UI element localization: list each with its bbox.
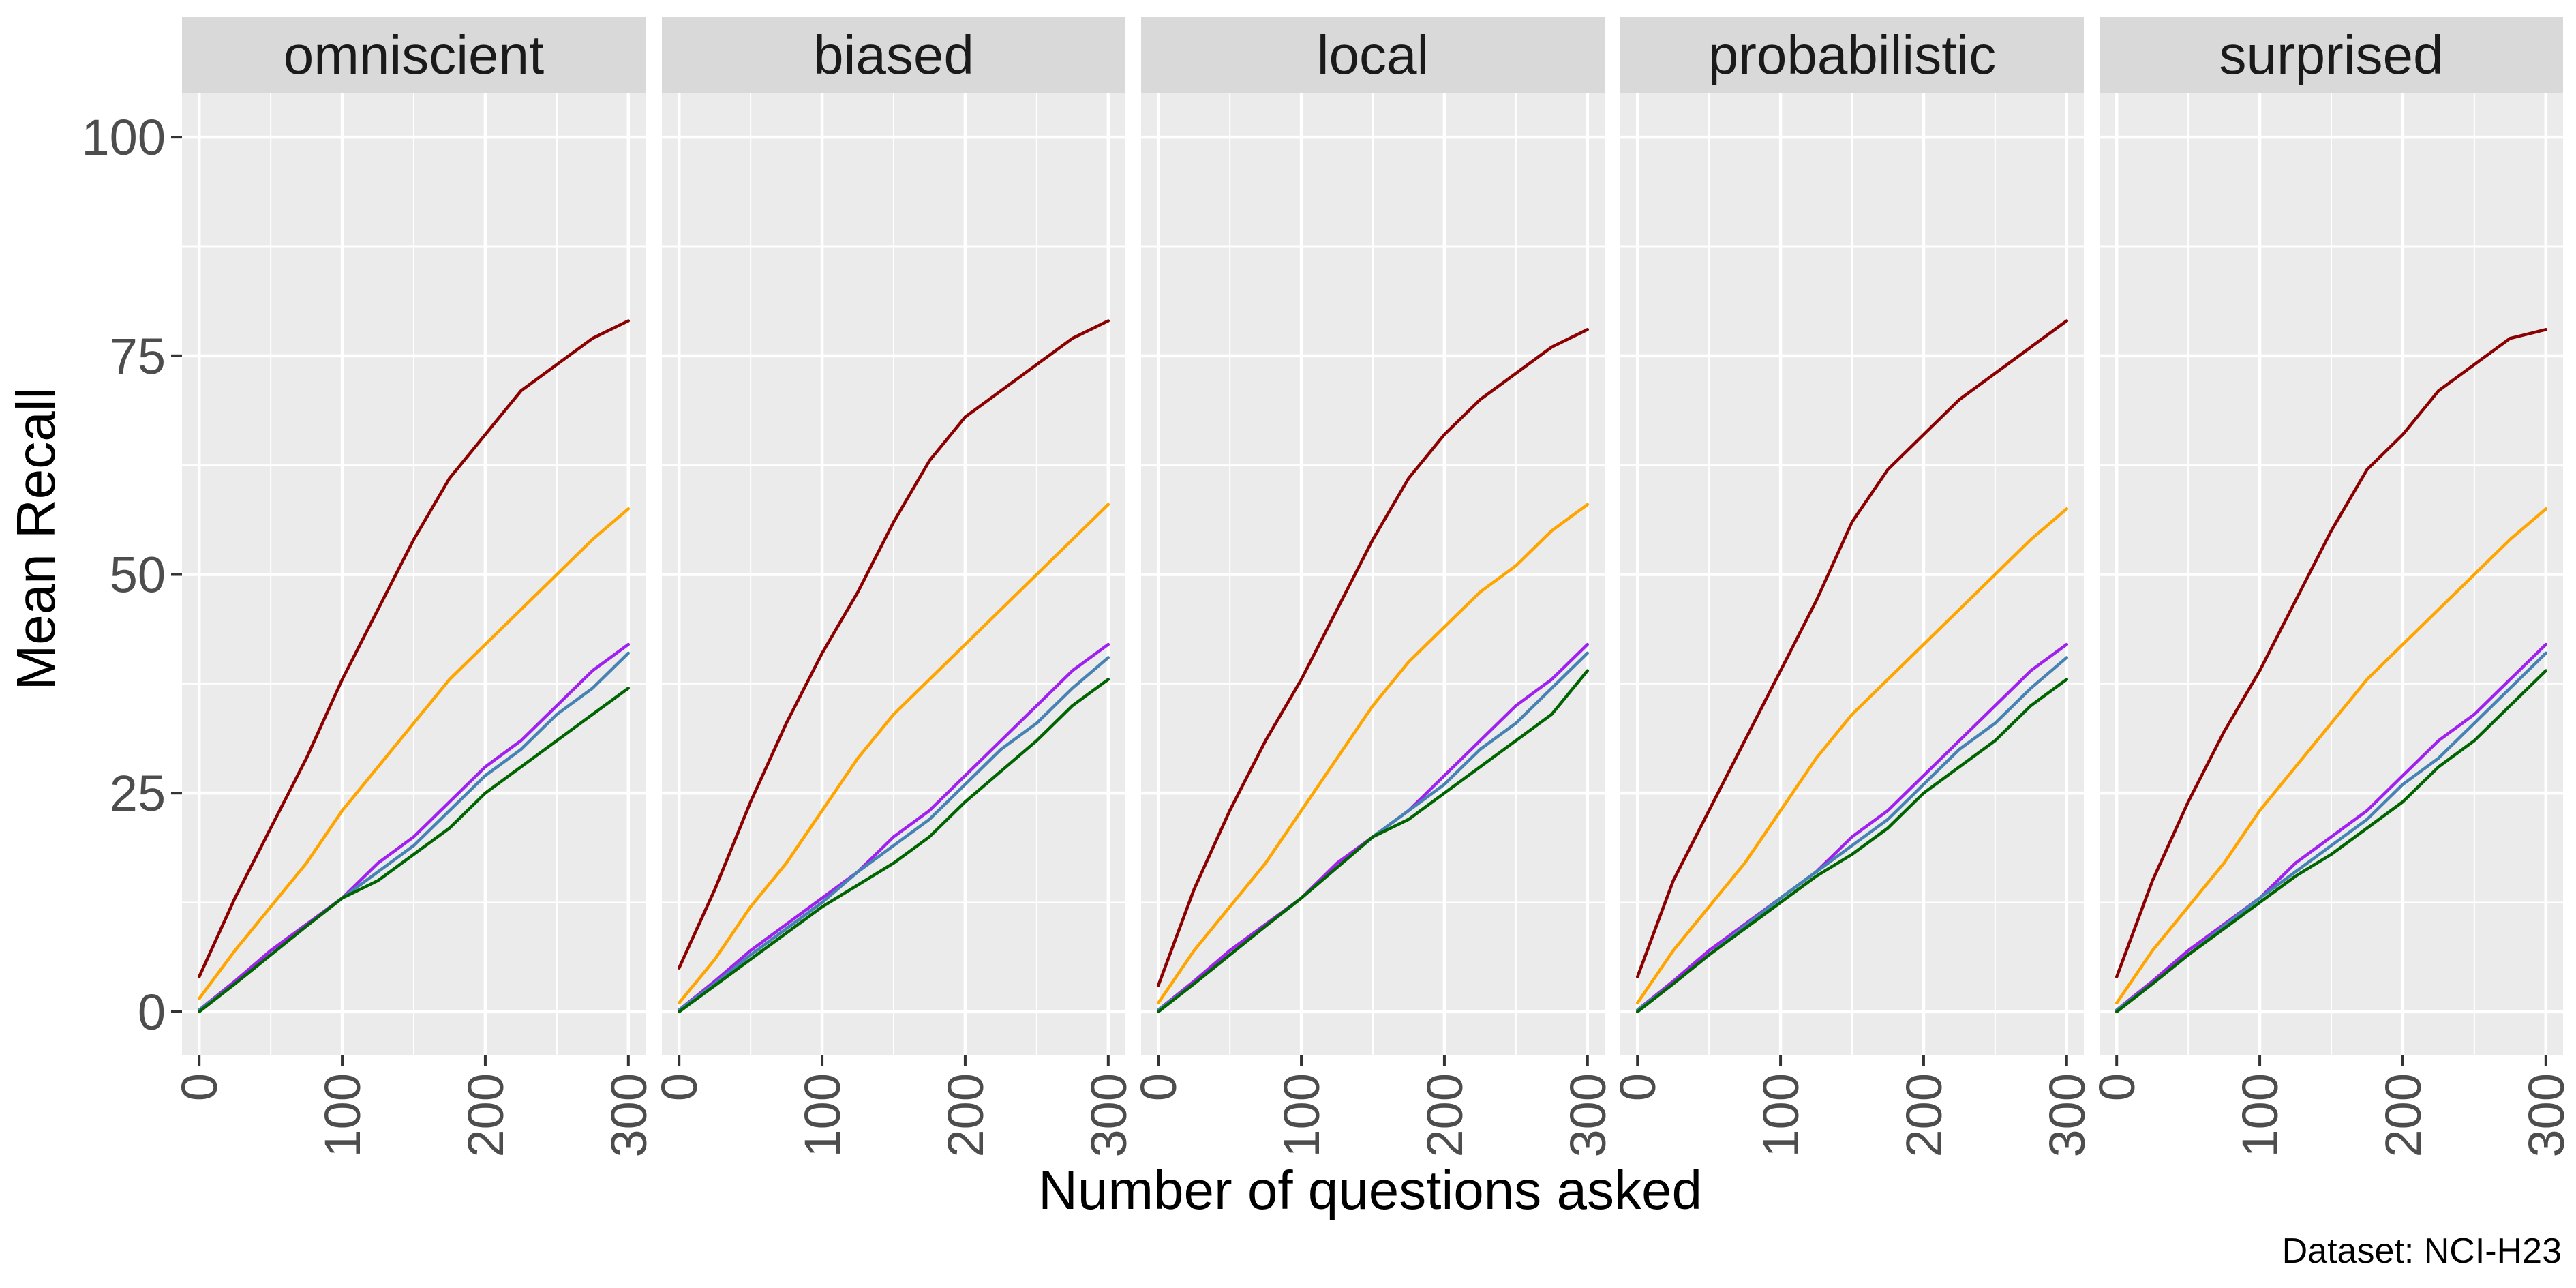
grid-lines xyxy=(1141,93,1605,1055)
series-line-5 xyxy=(2115,669,2548,1014)
x-tick-label-0: 0 xyxy=(2089,1073,2145,1101)
x-tick-label-200: 200 xyxy=(457,1073,514,1157)
series-line-5 xyxy=(1156,669,1590,1014)
x-axis-title: Number of questions asked xyxy=(1038,1160,1702,1220)
x-tick-label-200: 200 xyxy=(937,1073,994,1157)
x-tick-label-100: 100 xyxy=(1753,1073,1809,1157)
x-tick-label-200: 200 xyxy=(1896,1073,1952,1157)
facet-strip xyxy=(662,17,1125,93)
facet-title: omniscient xyxy=(284,25,544,85)
x-tick-label-300: 300 xyxy=(2039,1073,2095,1157)
grid-lines xyxy=(662,93,1125,1055)
facet-title: local xyxy=(1317,25,1429,85)
series-line-2 xyxy=(197,507,631,1000)
x-tick-label-300: 300 xyxy=(1560,1073,1616,1157)
series-line-1 xyxy=(1635,319,2069,978)
series-line-4 xyxy=(677,656,1110,1012)
facet-strip xyxy=(1620,17,2084,93)
series-line-2 xyxy=(677,503,1110,1005)
series-line-1 xyxy=(677,319,1110,970)
x-tick-label-300: 300 xyxy=(2518,1073,2575,1157)
series-line-5 xyxy=(1635,678,2069,1014)
series-line-2 xyxy=(1156,503,1590,1005)
x-tick-label-0: 0 xyxy=(1609,1073,1666,1101)
facet-title: surprised xyxy=(2219,25,2443,85)
x-tick-label-200: 200 xyxy=(2375,1073,2431,1157)
y-tick-label-50: 50 xyxy=(110,547,166,603)
series-line-2 xyxy=(1635,507,2069,1005)
dataset-caption: Dataset: NCI-H23 xyxy=(2282,1231,2562,1271)
facet-panel-local: local 0 100 200 300 xyxy=(1130,17,1616,1157)
series-line-3 xyxy=(197,642,631,1012)
x-tick-label-100: 100 xyxy=(314,1073,371,1157)
x-tick-label-0: 0 xyxy=(1130,1073,1187,1101)
facet-strip xyxy=(2100,17,2563,93)
x-tick-label-100: 100 xyxy=(794,1073,851,1157)
series-line-3 xyxy=(2115,642,2548,1012)
facet-strip xyxy=(1141,17,1605,93)
x-tick-label-100: 100 xyxy=(1273,1073,1330,1157)
facet-title: probabilistic xyxy=(1708,25,1996,85)
x-tick-label-0: 0 xyxy=(651,1073,708,1101)
facet-panel-probabilistic: probabilistic 0 100 200 300 xyxy=(1609,17,2095,1157)
facet-panel-surprised: surprised 0 100 200 300 xyxy=(2089,17,2575,1157)
series-line-5 xyxy=(197,687,631,1014)
x-tick-label-100: 100 xyxy=(2232,1073,2288,1157)
y-tick-label-25: 25 xyxy=(110,765,166,822)
series-line-2 xyxy=(2115,507,2548,1005)
y-tick-label-75: 75 xyxy=(110,328,166,385)
facet-panel-biased: biased 0 100 200 300 xyxy=(651,17,1137,1157)
series-line-3 xyxy=(1635,642,2069,1012)
facet-title: biased xyxy=(813,25,974,85)
series-line-1 xyxy=(2115,328,2548,978)
grid-lines xyxy=(182,93,646,1055)
x-tick-label-300: 300 xyxy=(601,1073,657,1157)
series-line-1 xyxy=(197,319,631,978)
series-line-5 xyxy=(677,678,1110,1014)
y-tick-label-0: 0 xyxy=(138,984,166,1040)
facet-strip xyxy=(182,17,646,93)
series-line-1 xyxy=(1156,328,1590,987)
y-tick-label-100: 100 xyxy=(82,109,166,166)
y-axis-title: Mean Recall xyxy=(5,387,66,691)
series-line-3 xyxy=(677,642,1110,1012)
facet-panel-omniscient: omniscient 0 100 200 300 xyxy=(171,17,657,1157)
x-tick-label-300: 300 xyxy=(1080,1073,1137,1157)
x-tick-label-200: 200 xyxy=(1416,1073,1473,1157)
y-axis: 0 25 50 75 100 xyxy=(82,109,182,1040)
grid-lines xyxy=(1620,93,2084,1055)
x-tick-label-0: 0 xyxy=(171,1073,228,1101)
